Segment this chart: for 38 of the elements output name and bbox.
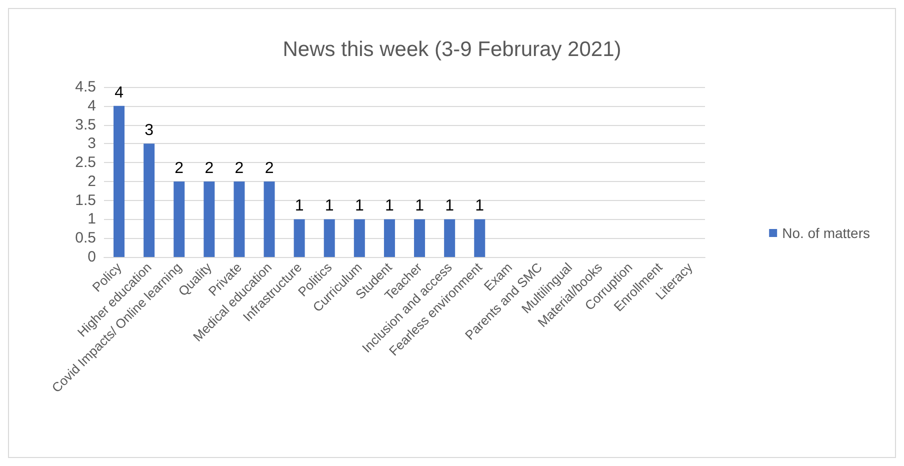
bar <box>204 181 215 257</box>
bar <box>234 181 245 257</box>
y-tick-label: 0 <box>88 248 96 266</box>
chart-title: News this week (3-9 Februray 2021) <box>282 38 622 61</box>
y-tick-label: 4 <box>88 97 96 114</box>
y-tick-label: 2 <box>88 172 96 190</box>
data-label: 1 <box>385 198 394 215</box>
bar <box>414 219 426 257</box>
bar <box>264 181 275 257</box>
data-label: 1 <box>445 198 454 215</box>
bar <box>474 219 486 257</box>
bar <box>294 219 305 257</box>
bar <box>384 219 395 257</box>
y-tick-label: 2.5 <box>75 154 96 172</box>
data-label: 1 <box>294 198 304 215</box>
y-tick-label: 3.5 <box>75 116 96 134</box>
y-tick-label: 4.5 <box>75 78 96 96</box>
data-label: 2 <box>204 160 214 177</box>
data-label: 1 <box>415 198 424 215</box>
data-label: 2 <box>264 160 274 177</box>
data-label: 1 <box>354 198 364 215</box>
bar <box>324 219 335 257</box>
bar <box>114 106 125 257</box>
data-label: 2 <box>174 160 184 177</box>
bar <box>354 219 365 257</box>
bar <box>444 219 456 257</box>
bar <box>144 144 155 257</box>
y-tick-label: 3 <box>88 135 96 152</box>
data-label: 2 <box>234 160 244 177</box>
data-label: 1 <box>324 198 334 215</box>
y-tick-label: 1.5 <box>75 192 96 209</box>
bar <box>174 181 185 257</box>
data-label: 4 <box>114 84 124 102</box>
data-label: 3 <box>144 122 154 140</box>
y-tick-label: 0.5 <box>75 230 96 247</box>
legend-label: No. of matters <box>782 225 870 241</box>
data-label: 1 <box>475 198 484 215</box>
y-tick-label: 1 <box>88 210 96 228</box>
